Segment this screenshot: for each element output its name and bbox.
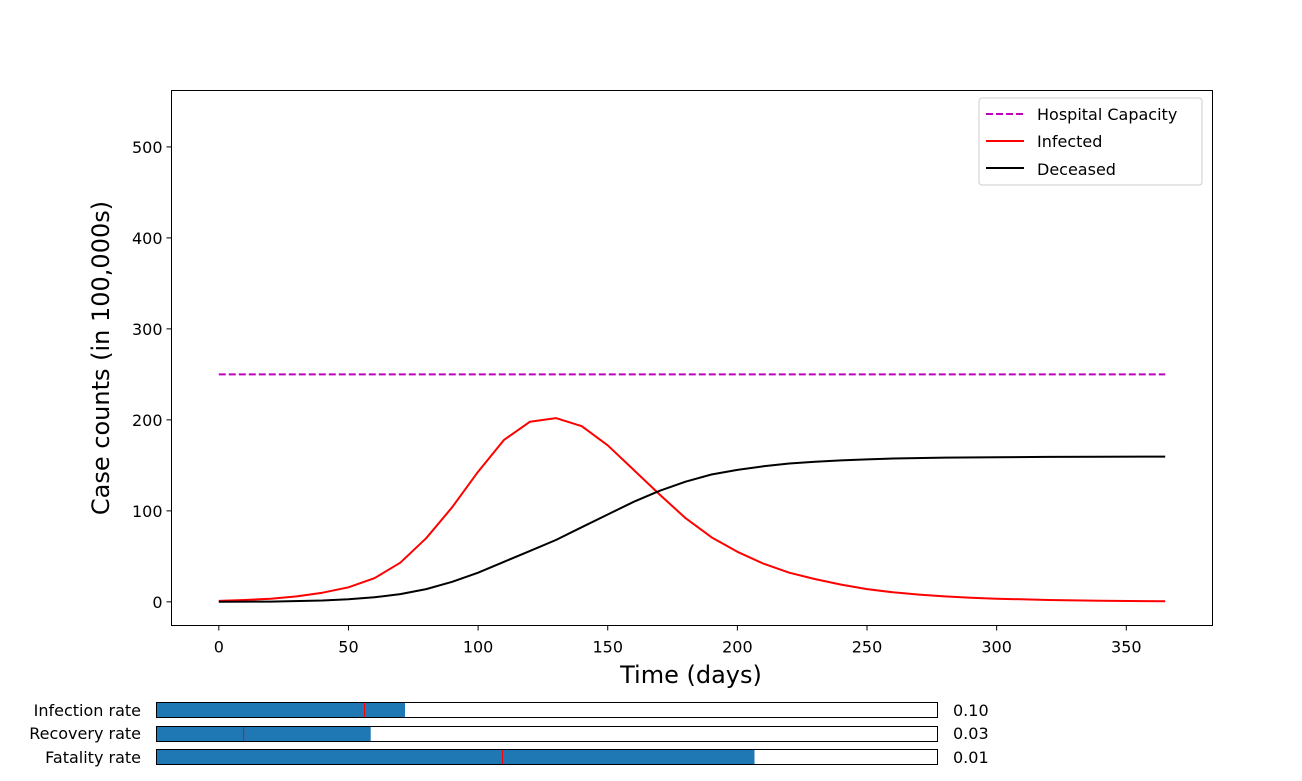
legend: Hospital Capacity Infected Deceased	[978, 97, 1203, 186]
infection-rate-slider[interactable]: Infection rate 0.10	[34, 701, 989, 720]
recovery-rate-slider[interactable]: Recovery rate 0.03	[29, 724, 988, 743]
slider-fill[interactable]	[157, 703, 405, 717]
fatality-rate-slider[interactable]: Fatality rate 0.01	[45, 748, 988, 767]
slider-label-recovery-rate: Recovery rate	[29, 724, 141, 743]
x-tick-label: 250	[852, 638, 883, 657]
legend-label-hospital-capacity: Hospital Capacity	[1037, 105, 1177, 124]
slider-label-infection-rate: Infection rate	[34, 701, 141, 720]
slider-fill[interactable]	[157, 750, 755, 764]
x-tick-label: 300	[981, 638, 1012, 657]
y-tick-label: 100	[132, 502, 163, 521]
y-tick-label: 500	[132, 138, 163, 157]
legend-label-infected: Infected	[1037, 132, 1102, 151]
series-line-deceased	[218, 455, 1166, 603]
series-layer	[218, 373, 1166, 603]
slider-value-recovery-rate: 0.03	[953, 724, 989, 743]
y-tick-label: 0	[152, 593, 162, 612]
slider-label-fatality-rate: Fatality rate	[45, 748, 141, 767]
y-tick-label: 400	[132, 229, 163, 248]
x-tick-label: 350	[1111, 638, 1142, 657]
y-axis-ticks: 0 100 200 300 400 500	[132, 138, 172, 612]
y-axis-label: Case counts (in 100,000s)	[87, 201, 115, 515]
x-tick-label: 50	[338, 638, 358, 657]
x-axis-ticks: 0 50 100 150 200 250 300 350	[214, 625, 1142, 657]
series-line-infected	[218, 417, 1166, 603]
x-axis-label: Time (days)	[619, 661, 762, 689]
x-tick-label: 150	[592, 638, 623, 657]
x-tick-label: 200	[722, 638, 753, 657]
legend-box	[978, 97, 1203, 186]
slider-value-infection-rate: 0.10	[953, 701, 989, 720]
y-tick-label: 200	[132, 411, 163, 430]
slider-fill[interactable]	[157, 727, 371, 741]
y-tick-label: 300	[132, 320, 163, 339]
x-tick-label: 0	[214, 638, 224, 657]
legend-label-deceased: Deceased	[1037, 160, 1116, 179]
slider-value-fatality-rate: 0.01	[953, 748, 989, 767]
x-tick-label: 100	[463, 638, 494, 657]
